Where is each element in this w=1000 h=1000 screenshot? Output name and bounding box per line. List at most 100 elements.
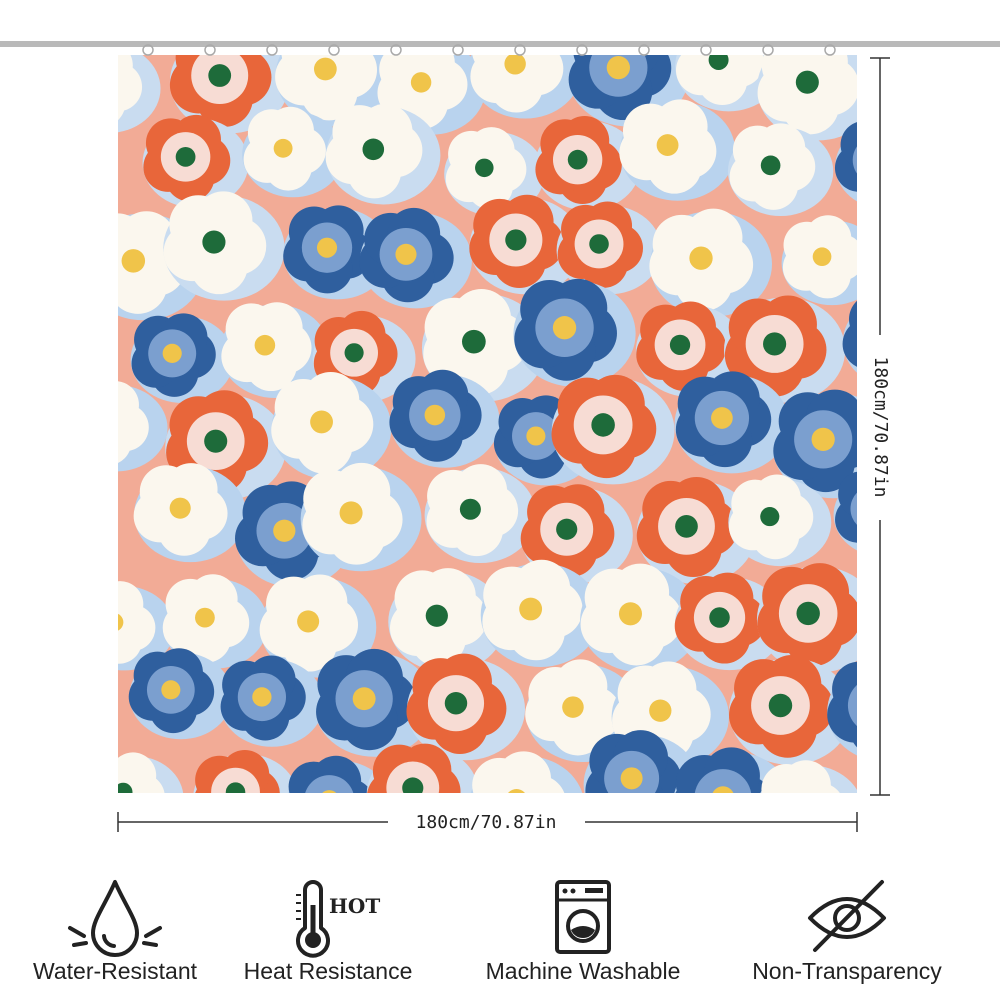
curtain-rod — [0, 41, 1000, 47]
flower-center — [410, 72, 432, 93]
flower — [756, 563, 857, 673]
flower — [772, 389, 857, 499]
petal-inner — [847, 684, 857, 726]
flower — [580, 563, 701, 673]
ring — [700, 44, 712, 56]
flower — [165, 390, 287, 500]
flower-center — [760, 155, 781, 176]
flower — [366, 743, 479, 793]
flower — [728, 474, 832, 567]
flower-center — [763, 332, 787, 356]
flower — [727, 123, 834, 217]
curtain — [118, 55, 857, 793]
flower — [833, 471, 857, 551]
petal-inner — [693, 55, 744, 85]
ring — [142, 44, 154, 56]
flower-center — [273, 138, 293, 158]
feature-label: Heat Resistance — [244, 958, 413, 984]
petal-inner — [305, 775, 354, 793]
flower-center — [795, 70, 819, 94]
flower — [729, 655, 852, 765]
flower — [118, 381, 168, 472]
flower-center — [161, 680, 181, 700]
petal-inner — [694, 769, 752, 793]
flower — [118, 211, 205, 321]
flower — [469, 194, 583, 295]
flower — [389, 369, 500, 468]
flower-center — [709, 607, 730, 628]
flower — [636, 476, 757, 584]
flower — [312, 310, 416, 403]
petal-inner — [850, 492, 857, 525]
petal — [848, 300, 857, 338]
flower-center — [121, 249, 146, 273]
flower — [128, 648, 233, 740]
flower — [834, 122, 857, 202]
petal-inner — [777, 779, 822, 793]
flower-center — [225, 782, 246, 793]
flower-center — [708, 55, 729, 70]
flower — [163, 191, 285, 301]
flower — [619, 99, 736, 201]
flower — [388, 568, 506, 673]
petal-inner — [490, 772, 543, 793]
flower — [235, 481, 353, 588]
flower-center — [254, 334, 276, 356]
flower — [133, 463, 247, 563]
ring — [824, 44, 836, 56]
flower — [424, 464, 537, 564]
flower — [444, 127, 545, 216]
flower — [287, 755, 391, 793]
flower — [513, 278, 636, 387]
flower-center — [461, 329, 486, 354]
flower — [842, 300, 857, 373]
flower — [359, 207, 472, 309]
flower — [760, 760, 857, 793]
flower-center — [689, 246, 713, 270]
flower-center — [273, 519, 296, 542]
flower-center — [425, 604, 448, 627]
flower-center — [812, 247, 832, 267]
flower-center — [620, 767, 643, 790]
flower-center — [504, 55, 526, 75]
flower — [674, 371, 790, 474]
flower — [551, 374, 675, 485]
ring — [576, 44, 588, 56]
petal-inner — [118, 599, 138, 646]
flower-center — [475, 158, 494, 178]
water-icon — [68, 880, 162, 957]
flower-center — [552, 316, 577, 340]
flower-center — [589, 234, 609, 254]
flower — [674, 572, 785, 671]
flower-center — [202, 230, 226, 254]
flower-center — [402, 777, 424, 793]
flower-center — [175, 146, 196, 167]
petal-inner — [118, 401, 131, 443]
flower-center — [562, 696, 584, 718]
flower — [781, 215, 857, 306]
flower-center — [811, 427, 835, 452]
ring — [762, 44, 774, 56]
flower-center — [424, 404, 446, 426]
flower — [827, 661, 857, 756]
ring — [452, 44, 464, 56]
flower-center — [169, 497, 191, 519]
ring — [638, 44, 650, 56]
ring — [328, 44, 340, 56]
flower — [118, 581, 175, 671]
flower — [756, 55, 857, 141]
flower-center — [118, 782, 133, 793]
flower-center — [669, 334, 691, 356]
flower-center — [508, 789, 525, 793]
flower — [534, 116, 641, 211]
flower-center — [208, 64, 232, 87]
flower-center — [252, 687, 272, 707]
flower — [520, 484, 633, 584]
flower-center — [760, 507, 780, 527]
petal-inner — [118, 68, 123, 97]
flower — [118, 752, 184, 793]
flower — [556, 201, 662, 295]
heat-icon: HOT — [296, 880, 380, 958]
eye-slash-icon — [808, 880, 886, 952]
flower — [470, 751, 583, 793]
